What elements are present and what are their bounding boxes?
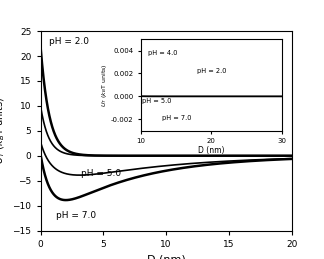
Text: pH = 7.0: pH = 7.0 bbox=[162, 116, 191, 121]
Text: pH = 4.0: pH = 4.0 bbox=[148, 50, 178, 56]
X-axis label: D (nm): D (nm) bbox=[198, 146, 225, 155]
Y-axis label: $U_T$ ($k_B$T units): $U_T$ ($k_B$T units) bbox=[100, 63, 109, 107]
Y-axis label: $U_T$ ($k_B$T units): $U_T$ ($k_B$T units) bbox=[0, 97, 7, 164]
Text: pH = 5.0: pH = 5.0 bbox=[81, 169, 121, 178]
Text: pH = 2.0: pH = 2.0 bbox=[197, 68, 227, 74]
X-axis label: D (nm): D (nm) bbox=[147, 254, 185, 259]
Text: pH = 2.0: pH = 2.0 bbox=[49, 37, 89, 46]
Text: pH = 5.0: pH = 5.0 bbox=[142, 98, 171, 104]
Text: pH = 7.0: pH = 7.0 bbox=[56, 211, 96, 220]
